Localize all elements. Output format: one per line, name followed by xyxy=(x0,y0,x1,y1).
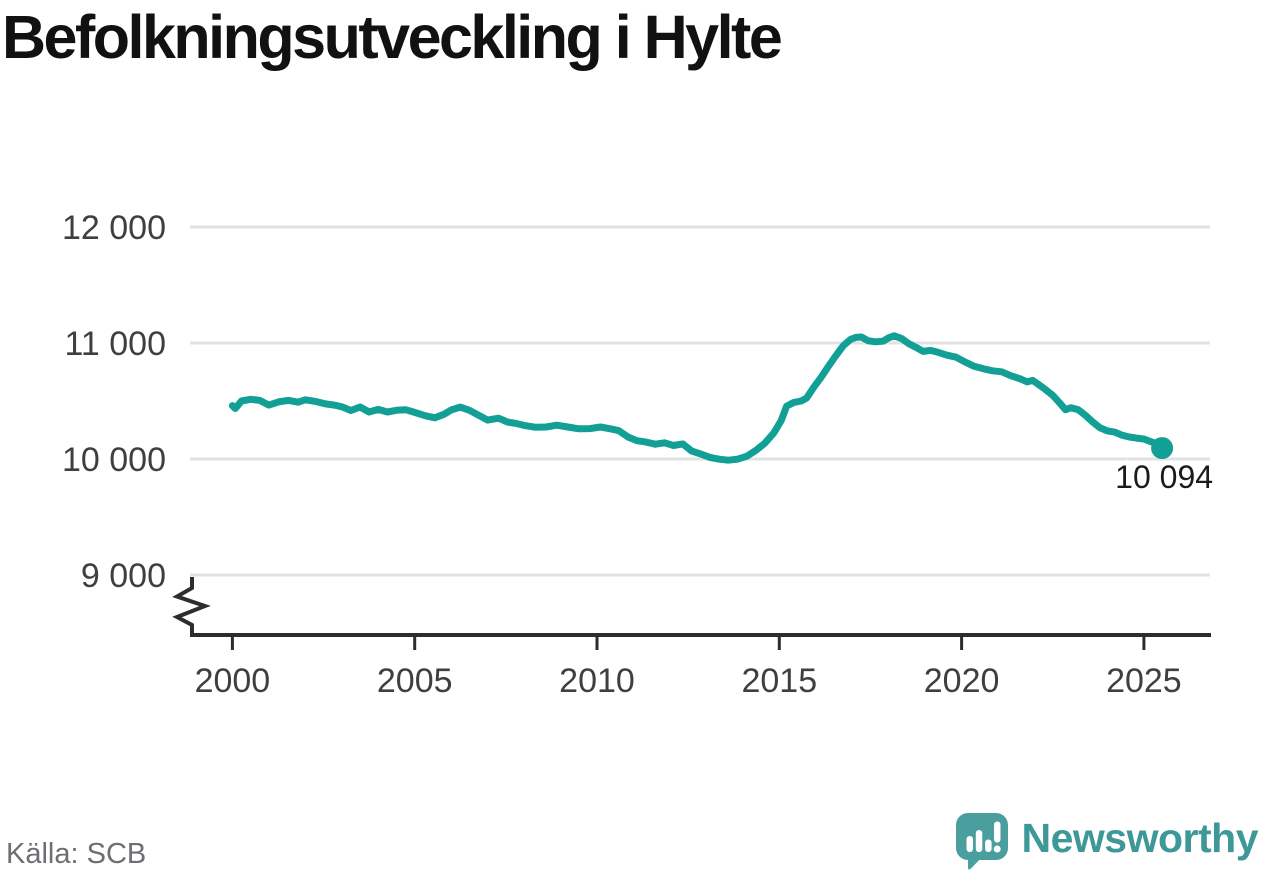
x-tick-label: 2025 xyxy=(1106,662,1182,700)
newsworthy-logo: Newsworthy xyxy=(954,811,1259,871)
y-tick-label: 11 000 xyxy=(65,325,166,363)
source-note: Källa: SCB xyxy=(6,838,147,870)
newsworthy-speech-bubble-bar-chart-icon xyxy=(955,813,1008,870)
axis-break-icon xyxy=(172,577,211,636)
x-tick-label: 2015 xyxy=(741,662,817,700)
population-line-series xyxy=(228,332,1166,464)
latest-value-label: 10 094 xyxy=(1115,459,1213,495)
y-tick-label: 12 000 xyxy=(62,209,166,247)
x-tick-label: 2010 xyxy=(559,662,635,700)
logo-exclamation-bar xyxy=(993,821,1000,843)
x-axis: 2000 2005 2010 2015 2020 2025 xyxy=(190,633,1211,700)
x-tick-label: 2000 xyxy=(195,662,271,700)
newsworthy-wordmark: Newsworthy xyxy=(1021,814,1259,861)
y-tick-label: 10 000 xyxy=(62,441,166,479)
logo-exclamation-dot xyxy=(993,845,1001,853)
y-tick-label: 9 000 xyxy=(81,557,166,595)
logo-bar-2 xyxy=(975,830,982,852)
logo-bar-3 xyxy=(984,839,992,852)
y-axis-tick-labels: 12 000 11 000 10 000 9 000 xyxy=(62,209,166,595)
x-tick-label: 2005 xyxy=(377,662,453,700)
latest-value-marker xyxy=(1151,437,1174,460)
gridlines xyxy=(190,225,1210,577)
chart-title: Befolkningsutveckling i Hylte xyxy=(2,3,783,71)
logo-bar-1 xyxy=(966,836,973,852)
x-tick-label: 2020 xyxy=(924,662,1000,700)
